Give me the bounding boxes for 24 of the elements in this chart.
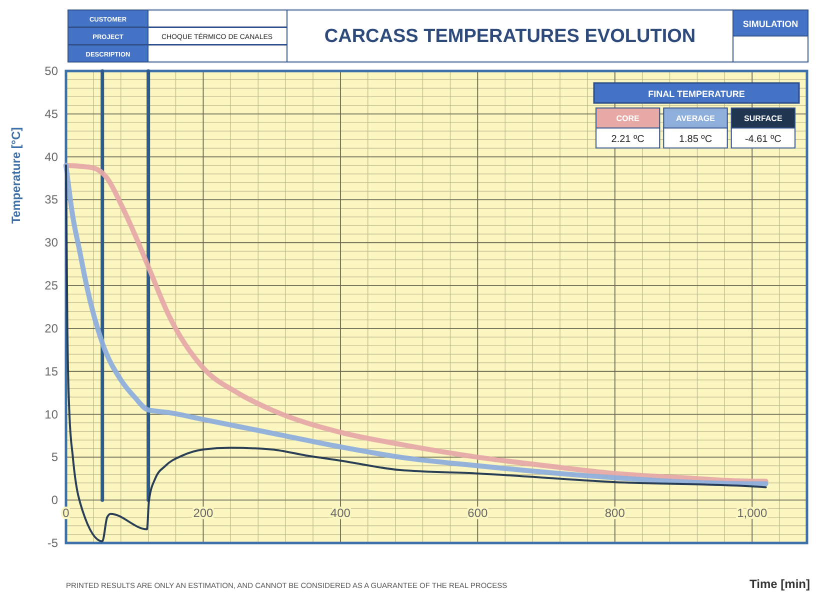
annotation: FINAL TEMPERATURE [648,89,745,99]
x-axis-title: Time [min] [750,577,810,591]
chart-title: CARCASS TEMPERATURES EVOLUTION [324,26,696,47]
x-tick-label: 0 [62,506,70,520]
text: CORE [616,114,640,123]
text: SURFACE [744,114,783,123]
line-series [65,164,767,542]
y-tick-label: 45 [44,106,58,121]
y-tick-label: 10 [44,407,58,422]
y-tick-label: 5 [51,450,58,464]
y-tick-label: 25 [44,278,58,293]
y-tick-label: 20 [44,321,58,336]
text: AVERAGE [676,114,716,123]
y-tick-label: 40 [44,150,58,164]
y-tick-label: 35 [44,192,58,207]
annotation: -4.61 ºC [744,134,782,145]
annotation: 2.21 ºC [611,134,644,145]
y-tick-label: 50 [44,64,58,78]
y-axis-title: Temperature [°C] [9,127,23,224]
y-tick-label: 15 [44,364,58,378]
annotation: 1.85 ºC [678,134,712,145]
y-tick-label: 30 [44,236,58,250]
y-tick-label: 0 [51,493,58,508]
y-tick-label: -5 [47,536,58,550]
